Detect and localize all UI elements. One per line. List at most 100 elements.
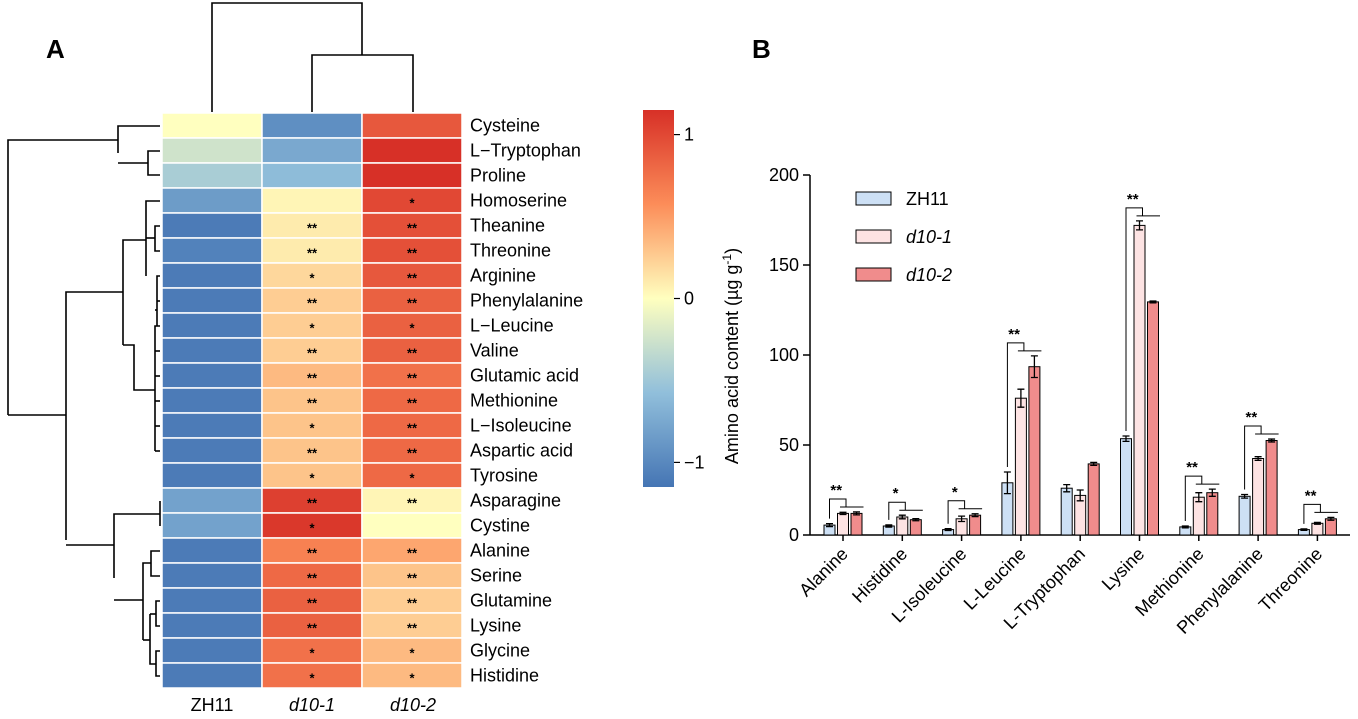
- y-tick-label: 200: [769, 165, 799, 185]
- row-label-aspartic-acid: Aspartic acid: [470, 441, 573, 461]
- legend-swatch-d10-2: [855, 267, 892, 282]
- heatmap-cell-valine-d10-1: [261, 337, 363, 364]
- heatmap-cell-alanine-d10-2: [361, 537, 463, 564]
- significance-mark: **: [407, 496, 418, 511]
- heatmap-cell-cysteine-d10-2: [361, 112, 463, 139]
- significance-mark: **: [407, 271, 418, 286]
- heatmap-cell-valine-zh11: [161, 337, 263, 364]
- significance-label: **: [1008, 326, 1020, 343]
- bar-methionine-d10-2: [1206, 492, 1219, 536]
- y-tick-label: 0: [789, 525, 799, 545]
- significance-mark: **: [407, 396, 418, 411]
- error-bar: [1003, 471, 1011, 495]
- significance-mark: **: [407, 596, 418, 611]
- heatmap-column-labels: ZH11 d10-1 d10-2: [191, 695, 436, 715]
- bar-threonine-d10-2: [1324, 518, 1337, 536]
- significance-bracket: [829, 498, 864, 519]
- legend-label-d10-1: d10-1: [906, 227, 952, 247]
- colorbar: 1 0 −1: [643, 110, 705, 487]
- significance-bracket: [1184, 475, 1220, 521]
- row-label-asparagine: Asparagine: [470, 491, 561, 511]
- error-bar: [958, 515, 966, 523]
- row-label-tyrosine: Tyrosine: [470, 466, 538, 486]
- significance-label: **: [1246, 409, 1258, 426]
- heatmap-cell-theanine-zh11: [161, 212, 263, 239]
- heatmap-cell-aspartic-acid-d10-2: [361, 437, 463, 464]
- legend-label-zh11: ZH11: [906, 189, 949, 209]
- heatmap-cell-glycine-d10-2: [361, 637, 463, 664]
- column-label-d10-2: d10-2: [390, 695, 436, 715]
- bar-methionine-d10-1: [1192, 496, 1205, 536]
- row-label-l-isoleucine: L−Isoleucine: [470, 416, 572, 436]
- heatmap-cell-l-leucine-d10-2: [361, 312, 463, 339]
- heatmap-cell-homoserine-d10-1: [261, 187, 363, 214]
- colorbar-tick-label: −1: [684, 452, 705, 472]
- error-bar: [1208, 488, 1216, 497]
- heatmap-cell-l-leucine-d10-1: [261, 312, 363, 339]
- heatmap-cell-methionine-d10-1: [261, 387, 363, 414]
- row-label-valine: Valine: [470, 341, 519, 361]
- heatmap-cell-asparagine-d10-1: [261, 487, 363, 514]
- error-bar: [1241, 493, 1249, 499]
- bar-phenylalanine-d10-1: [1252, 458, 1265, 536]
- error-bar: [885, 524, 893, 528]
- significance-mark: **: [407, 371, 418, 386]
- significance-mark: **: [407, 221, 418, 236]
- significance-mark: **: [307, 296, 318, 311]
- bar-lysine-zh11: [1120, 438, 1132, 536]
- significance-mark: **: [407, 296, 418, 311]
- significance-mark: **: [307, 346, 318, 361]
- heatmap-cell-glutamine-zh11: [161, 587, 263, 614]
- significance-bracket: [888, 501, 923, 520]
- significance-mark: **: [407, 346, 418, 361]
- error-bar: [1300, 528, 1308, 531]
- heatmap-cell-methionine-d10-2: [361, 387, 463, 414]
- row-label-proline: Proline: [470, 166, 526, 186]
- significance-mark: *: [409, 321, 415, 336]
- significance-mark: *: [409, 671, 415, 686]
- error-bar: [1122, 435, 1130, 443]
- significance-mark: *: [409, 196, 415, 211]
- significance-mark: **: [407, 621, 418, 636]
- significance-label: **: [1127, 191, 1139, 208]
- significance-bracket: [1244, 425, 1279, 490]
- significance-mark: **: [307, 621, 318, 636]
- significance-bracket: [1125, 207, 1160, 431]
- significance-mark: **: [307, 496, 318, 511]
- heatmap-cell-theanine-d10-2: [361, 212, 463, 239]
- error-bar: [839, 511, 847, 516]
- heatmap-cell-l-tryptophan-zh11: [161, 137, 263, 164]
- bar-threonine-d10-1: [1311, 522, 1324, 536]
- heatmap-cell-homoserine-d10-2: [361, 187, 463, 214]
- row-label-cysteine: Cysteine: [470, 116, 540, 136]
- heatmap-cell-glutamine-d10-1: [261, 587, 363, 614]
- row-label-theanine: Theanine: [470, 216, 545, 236]
- heatmap-cell-cystine-d10-1: [261, 512, 363, 539]
- heatmap-cell-glutamic-acid-d10-2: [361, 362, 463, 389]
- column-label-zh11: ZH11: [191, 695, 234, 715]
- row-label-lysine: Lysine: [470, 616, 521, 636]
- row-label-histidine: Histidine: [470, 666, 539, 686]
- significance-mark: *: [309, 646, 315, 661]
- significance-mark: **: [307, 571, 318, 586]
- heatmap-cell-proline-d10-1: [261, 162, 363, 189]
- bar-l-leucine-d10-1: [1014, 397, 1027, 536]
- error-bar: [1313, 521, 1321, 525]
- significance-mark: **: [307, 246, 318, 261]
- heatmap-row-labels: Cysteine L−Tryptophan Proline Homoserine The…: [470, 116, 583, 686]
- row-dendrogram: [7, 125, 161, 677]
- significance-bracket: [1006, 342, 1042, 467]
- heatmap-cell-methionine-zh11: [161, 387, 263, 414]
- error-bar: [1090, 461, 1098, 466]
- significance-mark: *: [309, 421, 315, 436]
- x-tick-label-lysine: Lysine: [1098, 544, 1148, 594]
- row-label-homoserine: Homoserine: [470, 191, 567, 211]
- heatmap-cell-l-isoleucine-d10-2: [361, 412, 463, 439]
- significance-mark: **: [407, 421, 418, 436]
- legend-swatch-d10-1: [855, 229, 892, 244]
- error-bar: [1149, 300, 1157, 304]
- significance-bracket: [947, 500, 983, 524]
- error-bar: [944, 528, 952, 532]
- significance-label: **: [1186, 459, 1198, 476]
